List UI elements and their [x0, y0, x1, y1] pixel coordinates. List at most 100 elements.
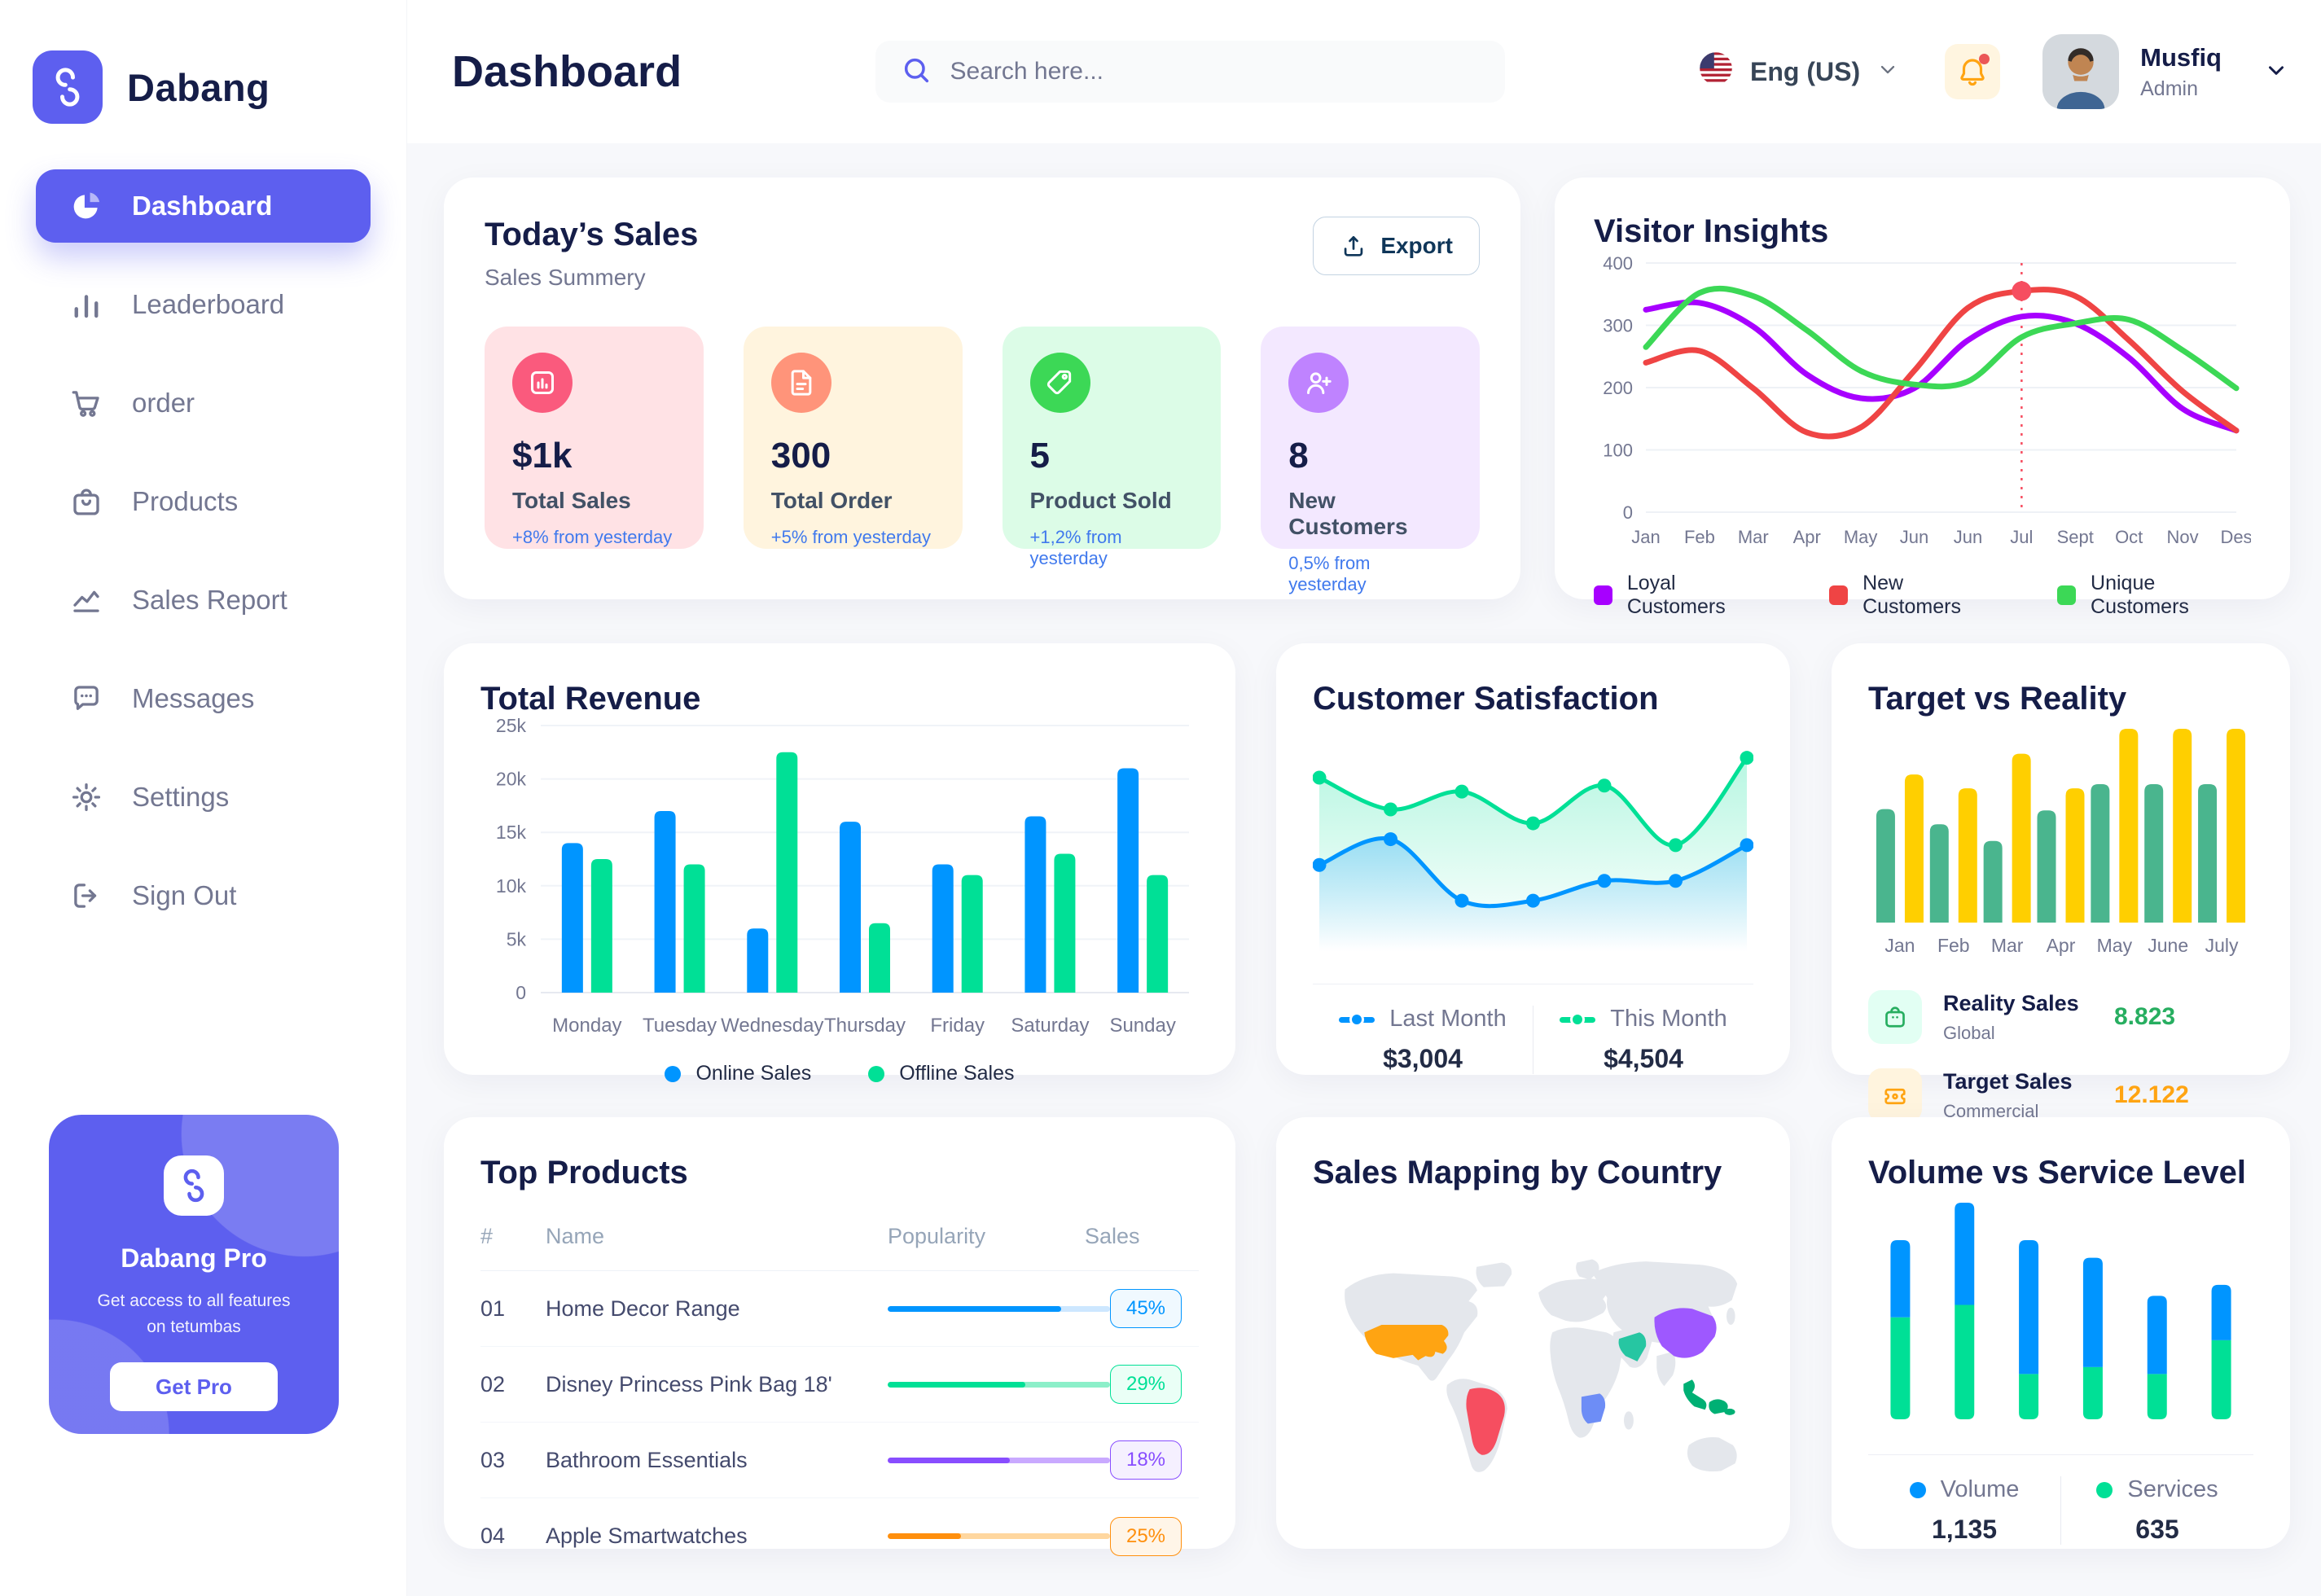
offline-sales-dot [868, 1065, 885, 1082]
volume-value: 1,135 [1931, 1515, 1998, 1544]
sidebar-item-settings[interactable]: Settings [36, 761, 371, 834]
pie-chart-icon [68, 188, 104, 224]
volume-vs-service-chart [1868, 1191, 2253, 1433]
popularity-bar [888, 1305, 1110, 1312]
export-button[interactable]: Export [1313, 217, 1480, 275]
sidebar-item-sign-out[interactable]: Sign Out [36, 859, 371, 932]
svg-text:10k: 10k [496, 875, 527, 897]
sales-badge: 25% [1110, 1516, 1182, 1556]
product-row: 01 Home Decor Range 45% [480, 1271, 1199, 1347]
svg-text:Jun: Jun [1900, 527, 1928, 547]
todays-sales-subtitle: Sales Summery [485, 265, 646, 290]
services-dot [2096, 1481, 2113, 1498]
customer-satisfaction-card: Customer Satisfaction Last Month $3,004 … [1276, 643, 1790, 1075]
popularity-bar [888, 1381, 1110, 1388]
services-value: 635 [2135, 1515, 2179, 1544]
profile-menu[interactable]: Musfiq Admin [2042, 34, 2288, 109]
total-revenue-title: Total Revenue [480, 681, 701, 717]
svg-text:Nov: Nov [2167, 527, 2199, 547]
svg-text:Jul: Jul [2010, 527, 2033, 547]
sidebar-item-label: order [132, 388, 195, 418]
online-sales-dot [665, 1065, 682, 1082]
svg-text:400: 400 [1603, 253, 1633, 274]
chevron-down-icon [2264, 58, 2288, 86]
get-pro-button[interactable]: Get Pro [110, 1362, 278, 1411]
product-name: Bathroom Essentials [546, 1447, 748, 1472]
sidebar-item-label: Products [132, 486, 239, 516]
product-row: 02 Disney Princess Pink Bag 18' 29% [480, 1347, 1199, 1423]
sidebar-item-label: Leaderboard [132, 289, 285, 319]
dabang-pro-card: Dabang Pro Get access to all features on… [49, 1115, 339, 1434]
language-label: Eng (US) [1750, 56, 1861, 86]
japan [1726, 1307, 1735, 1325]
svg-text:Thursday: Thursday [824, 1015, 906, 1037]
sidebar-item-leaderboard[interactable]: Leaderboard [36, 268, 371, 341]
svg-text:25k: 25k [496, 717, 527, 736]
promo-subtitle: Get access to all features on tetumbas [97, 1291, 291, 1336]
sidebar-item-messages[interactable]: Messages [36, 662, 371, 735]
product-name: Apple Smartwatches [546, 1524, 748, 1548]
stat-total-sales: $1k Total Sales +8% from yesterday [485, 327, 704, 549]
sidebar-item-products[interactable]: Products [36, 465, 371, 538]
sales-mapping-title: Sales Mapping by Country [1313, 1155, 1722, 1190]
reality-sales-legend-row: Reality Sales Global 8.823 [1868, 990, 2253, 1044]
svg-text:0: 0 [1623, 502, 1633, 523]
popularity-bar [888, 1533, 1110, 1539]
total-revenue-legend: Online Sales Offline Sales [480, 1062, 1199, 1085]
volume-dot [1909, 1481, 1926, 1498]
notifications-button[interactable] [1945, 44, 2001, 99]
export-icon [1345, 236, 1363, 256]
search-icon [900, 54, 932, 90]
stat-total-order: 300 Total Order +5% from yesterday [743, 327, 963, 549]
greenland [1476, 1262, 1512, 1287]
sidebar-item-label: Messages [132, 683, 255, 713]
todays-sales-title: Today’s Sales [485, 217, 699, 252]
language-selector[interactable]: Eng (US) [1698, 50, 1899, 93]
bell-icon [1960, 59, 1985, 86]
reality-sales-value: 8.823 [2114, 1003, 2176, 1030]
last-month-marker [1339, 1011, 1375, 1028]
total-revenue-chart: 0 5k 10k 15k 20k 25k Monday Tuesday Wednesday Thu… [480, 715, 1199, 1047]
top-products-header: # Name Popularity Sales [480, 1224, 1199, 1271]
country-dr-congo [1581, 1393, 1606, 1424]
stat-new-customers: 8 New Customers 0,5% from yesterday [1261, 327, 1480, 594]
sales-badge: 18% [1110, 1440, 1182, 1480]
svg-text:5k: 5k [507, 928, 527, 949]
target-sales-value: 12.122 [2114, 1081, 2189, 1108]
country-china [1654, 1308, 1717, 1358]
sidebar-item-label: Dashboard [132, 191, 273, 221]
volume-vs-service-title: Volume vs Service Level [1868, 1155, 2246, 1190]
sidebar-item-dashboard[interactable]: Dashboard [36, 169, 371, 243]
visitor-insights-chart: 0 100 200 300 400 Jan Feb Mar Apr May Jun Jun Jul Sep… [1594, 250, 2252, 557]
search-input[interactable] [950, 58, 1481, 86]
search-bar[interactable] [875, 41, 1505, 103]
svg-text:May: May [2097, 935, 2133, 956]
sign-out-icon [68, 878, 104, 914]
sidebar-item-label: Settings [132, 782, 230, 812]
target-vs-reality-chart: Jan Feb Mar Apr May June July [1868, 717, 2253, 966]
svg-text:Mar: Mar [1738, 527, 1769, 547]
bar-columns-icon [68, 287, 104, 322]
chat-bubble-icon [68, 681, 104, 717]
country-saudi-arabia [1618, 1332, 1647, 1361]
svg-text:Apr: Apr [2047, 935, 2076, 956]
sales-badge: 45% [1110, 1289, 1182, 1328]
svg-text:May: May [1844, 527, 1878, 547]
sidebar-item-sales-report[interactable]: Sales Report [36, 563, 371, 637]
svg-text:0: 0 [516, 982, 526, 1003]
popularity-bar [888, 1457, 1110, 1463]
shopping-bag-icon [1868, 990, 1922, 1044]
sidebar-item-order[interactable]: order [36, 366, 371, 440]
brand[interactable]: Dabang [0, 0, 406, 124]
australia [1687, 1437, 1737, 1472]
visitor-insights-title: Visitor Insights [1594, 213, 1829, 249]
svg-text:Tuesday: Tuesday [643, 1015, 717, 1037]
divider [1868, 1454, 2253, 1455]
svg-text:Des: Des [2220, 527, 2251, 547]
bar-chart-icon [512, 353, 573, 413]
country-united-states [1364, 1324, 1449, 1361]
ticket-icon [1868, 1068, 1922, 1122]
product-row: 04 Apple Smartwatches 25% [480, 1498, 1199, 1574]
africa [1550, 1327, 1623, 1438]
